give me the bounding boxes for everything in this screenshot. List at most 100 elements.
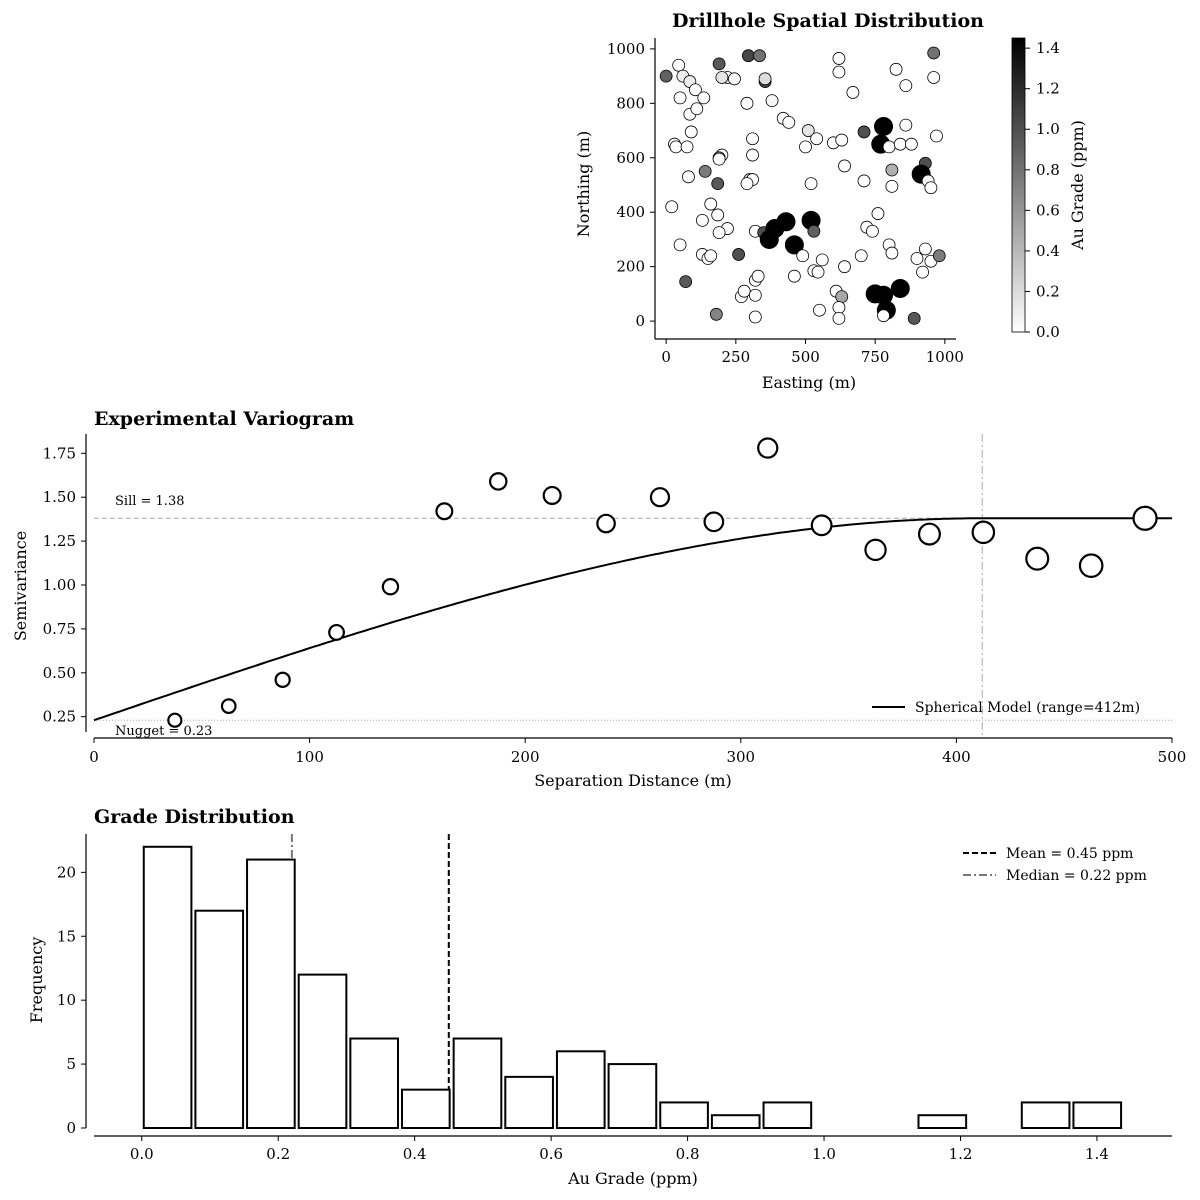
histogram-y-tick-label: 0 <box>66 1119 76 1137</box>
drillhole-point <box>835 290 849 304</box>
colorbar-tick-label: 0.6 <box>1036 201 1060 219</box>
variogram-point <box>757 437 779 459</box>
drillhole-point <box>787 269 801 283</box>
colorbar-tick-label: 1.4 <box>1036 39 1060 57</box>
colorbar-label: Au Grade (ppm) <box>1068 120 1087 251</box>
variogram-xlabel: Separation Distance (m) <box>534 771 732 790</box>
drillhole-point <box>712 152 726 166</box>
drillhole-point <box>680 140 694 154</box>
variogram-point <box>220 698 237 715</box>
variogram-title: Experimental Variogram <box>94 408 354 430</box>
variogram-x-tick-label: 300 <box>726 748 755 766</box>
drillhole-point <box>874 116 894 136</box>
histogram-bar <box>452 1037 503 1129</box>
drillhole-point <box>711 208 725 222</box>
variogram-point <box>703 511 725 533</box>
drillhole-point <box>784 235 804 255</box>
spatial-x-tick-label: 750 <box>861 348 890 366</box>
drillhole-point <box>712 226 726 240</box>
drillhole-point <box>682 170 695 184</box>
histogram-panel: Grade Distribution 0.0 0.2 0.4 0.6 0.8 1.0 1.2… <box>27 806 1172 1188</box>
colorbar-tick-label: 0.8 <box>1036 161 1060 179</box>
histogram-bar <box>1072 1101 1123 1130</box>
drillhole-point <box>804 177 818 191</box>
variogram-point <box>381 578 400 596</box>
colorbar-tick-label: 0.0 <box>1036 323 1060 341</box>
drillhole-point <box>715 71 729 84</box>
histogram-bar <box>917 1114 968 1130</box>
drillhole-point <box>877 309 890 323</box>
spatial-x-tick-label: 1000 <box>926 348 964 366</box>
drillhole-point <box>916 265 929 279</box>
variogram-x-tick-label: 200 <box>511 748 540 766</box>
drillhole-point <box>712 57 726 71</box>
drillhole-point <box>910 252 924 265</box>
drillhole-point <box>765 94 779 108</box>
variogram-point <box>274 671 291 688</box>
drillhole-point <box>796 249 810 263</box>
legend-model-label: Spherical Model (range=412m) <box>915 700 1140 716</box>
sill-annotation: Sill = 1.38 <box>115 494 184 509</box>
drillhole-point <box>746 148 759 162</box>
drillhole-point <box>697 91 711 105</box>
histogram-bar <box>142 845 193 1129</box>
drillhole-point <box>801 124 815 137</box>
colorbar-tick-label: 0.4 <box>1036 242 1060 260</box>
histogram-x-tick-label: 0.4 <box>403 1145 427 1163</box>
legend-mean-label: Mean = 0.45 ppm <box>1006 846 1133 862</box>
spatial-y-tick-label: 600 <box>616 149 645 167</box>
drillhole-point <box>737 284 751 298</box>
histogram-bar <box>246 858 296 1130</box>
spatial-xlabel: Easting (m) <box>762 373 856 392</box>
variogram-point <box>917 522 941 546</box>
drillhole-point <box>918 242 932 256</box>
histogram-axes: 0.0 0.2 0.4 0.6 0.8 1.0 1.2 1.4 0 5 10 15 20 <box>57 834 1172 1163</box>
variogram-point <box>1078 553 1104 579</box>
variogram-ylabel: Semivariance <box>11 531 30 641</box>
drillhole-point <box>810 132 824 146</box>
drillhole-point <box>753 49 766 63</box>
drillhole-point <box>932 249 946 263</box>
drillhole-point <box>857 174 871 188</box>
histogram-x-tick-label: 0.8 <box>676 1145 700 1163</box>
colorbar-gradient <box>1012 38 1025 332</box>
spatial-x-tick-label: 0 <box>661 348 671 366</box>
variogram-x-tick-label: 500 <box>1158 748 1187 766</box>
drillhole-point <box>665 200 679 214</box>
drillhole-point <box>669 140 683 154</box>
drillhole-point <box>741 49 755 63</box>
drillhole-point <box>673 238 687 252</box>
variogram-point <box>649 487 671 508</box>
spatial-ylabel: Northing (m) <box>574 131 593 237</box>
spatial-panel: Drillhole Spatial Distribution 0 250 500 75… <box>574 10 1087 392</box>
variogram-point <box>167 712 183 728</box>
drillhole-point <box>899 79 913 93</box>
drillhole-point <box>857 125 871 139</box>
histogram-bar <box>659 1101 709 1130</box>
drillhole-point <box>704 197 718 211</box>
drillhole-point <box>746 132 759 146</box>
variogram-x-tick-label: 100 <box>295 748 324 766</box>
drillhole-point <box>832 65 846 79</box>
drillhole-point <box>899 118 913 132</box>
spatial-title: Drillhole Spatial Distribution <box>672 10 984 32</box>
histogram-legend: Mean = 0.45 ppm Median = 0.22 ppm <box>963 846 1147 884</box>
variogram-panel: Experimental Variogram 0 100 200 300 400 5000… <box>11 408 1186 790</box>
drillhole-point <box>740 96 754 110</box>
drillhole-point <box>679 275 693 289</box>
variogram-point <box>971 520 996 545</box>
histogram-x-tick-label: 1.4 <box>1085 1145 1109 1163</box>
variogram-x-tick-label: 0 <box>89 748 99 766</box>
variogram-points <box>167 437 1158 728</box>
drillhole-point <box>871 207 885 220</box>
drillhole-point <box>885 246 899 260</box>
histogram-bar <box>349 1037 400 1129</box>
drillhole-point <box>924 181 938 195</box>
variogram-point <box>864 538 887 562</box>
drillhole-point <box>698 164 712 178</box>
spatial-points <box>659 46 946 325</box>
drillhole-point <box>659 69 673 83</box>
variogram-point <box>488 472 508 491</box>
variogram-point <box>435 502 454 521</box>
